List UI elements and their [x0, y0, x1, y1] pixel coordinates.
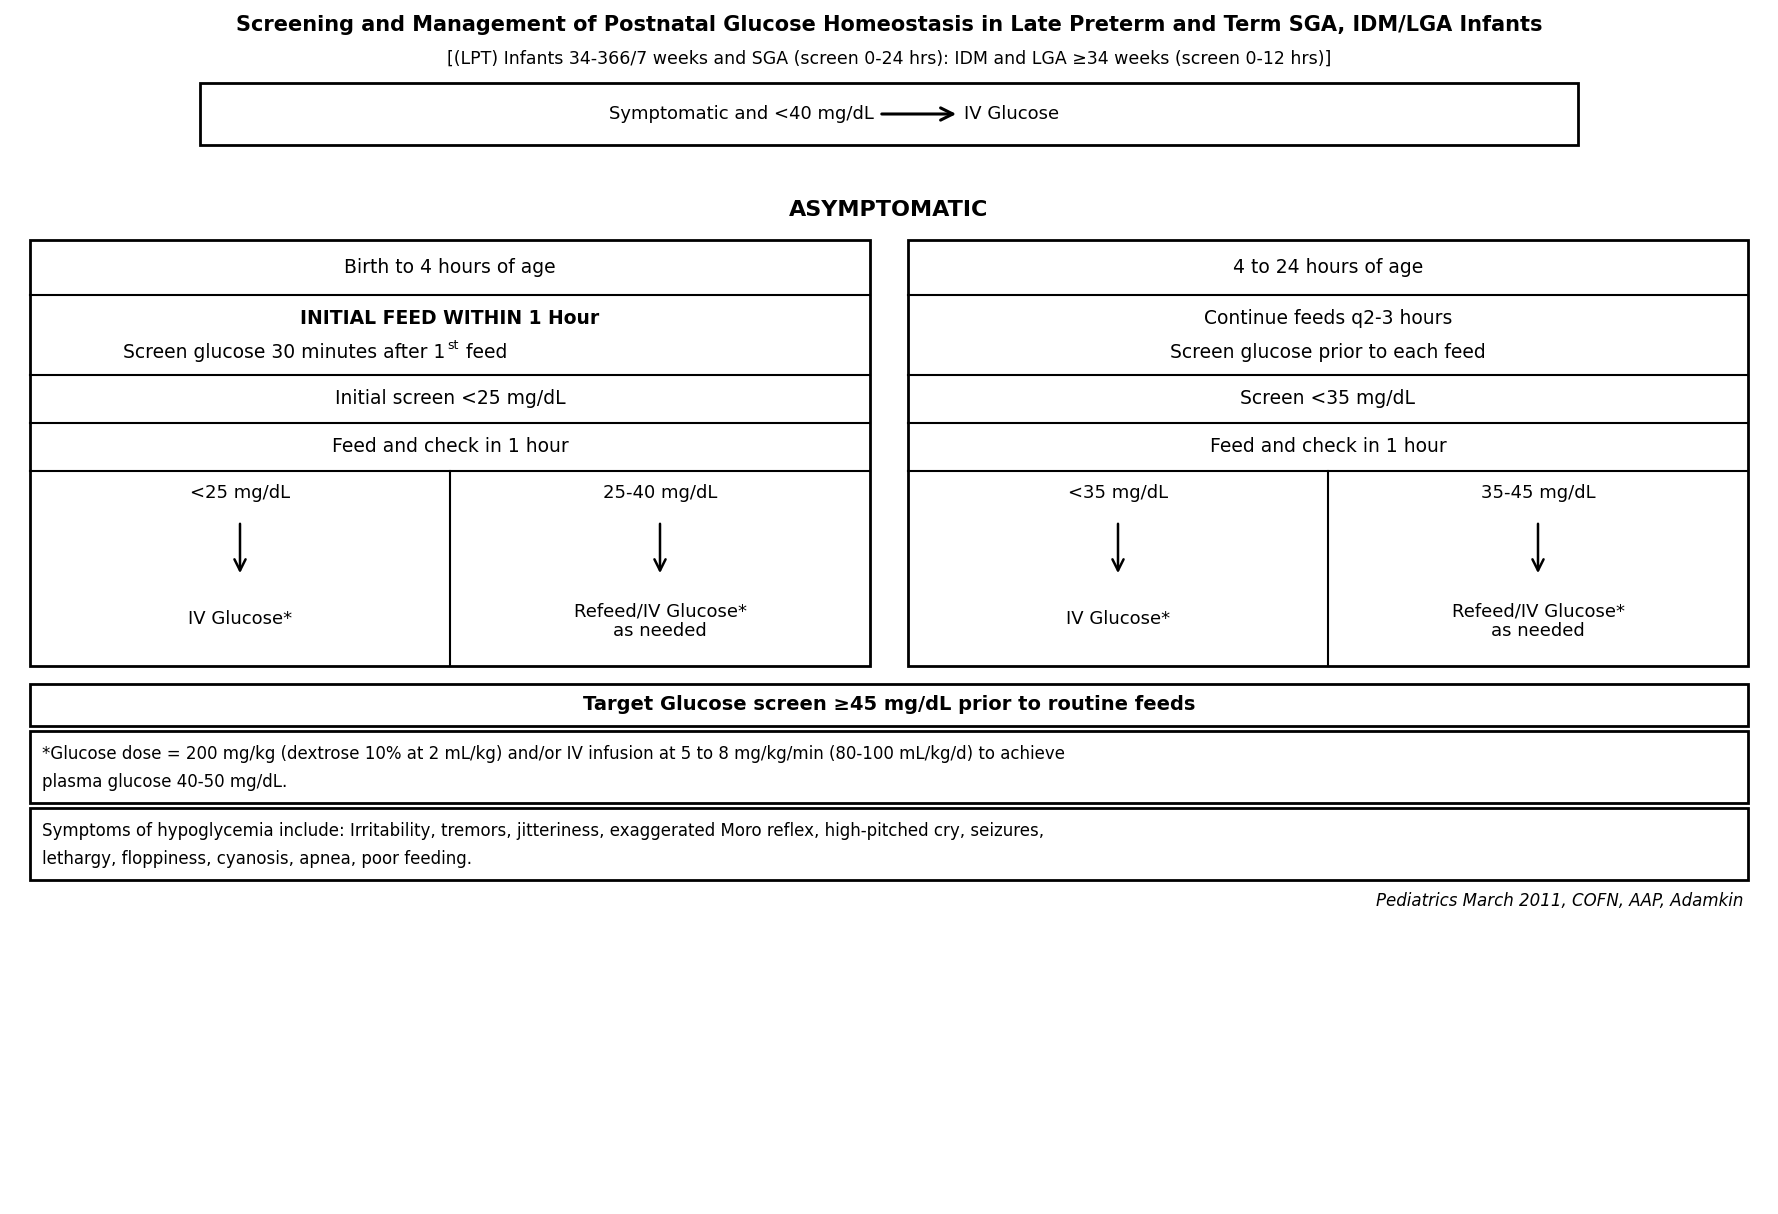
- Text: 25-40 mg/dL: 25-40 mg/dL: [603, 484, 717, 503]
- Bar: [909, 240, 1748, 666]
- Text: Feed and check in 1 hour: Feed and check in 1 hour: [1209, 437, 1446, 456]
- Text: Symptoms of hypoglycemia include: Irritability, tremors, jitteriness, exaggerate: Symptoms of hypoglycemia include: Irrita…: [43, 822, 1044, 840]
- Text: as needed: as needed: [1492, 622, 1584, 640]
- Text: INITIAL FEED WITHIN 1 Hour: INITIAL FEED WITHIN 1 Hour: [300, 310, 599, 329]
- Text: ASYMPTOMATIC: ASYMPTOMATIC: [789, 200, 989, 220]
- Text: Target Glucose screen ≥45 mg/dL prior to routine feeds: Target Glucose screen ≥45 mg/dL prior to…: [583, 696, 1195, 715]
- Text: Refeed/IV Glucose*: Refeed/IV Glucose*: [1451, 602, 1625, 620]
- Text: Screen <35 mg/dL: Screen <35 mg/dL: [1241, 390, 1415, 408]
- Bar: [30, 683, 1748, 726]
- Text: *Glucose dose = 200 mg/kg (dextrose 10% at 2 mL/kg) and/or IV infusion at 5 to 8: *Glucose dose = 200 mg/kg (dextrose 10% …: [43, 745, 1065, 764]
- Text: 4 to 24 hours of age: 4 to 24 hours of age: [1232, 259, 1422, 277]
- Text: Screening and Management of Postnatal Glucose Homeostasis in Late Preterm and Te: Screening and Management of Postnatal Gl…: [236, 15, 1542, 35]
- Bar: [199, 83, 1579, 144]
- Text: Pediatrics March 2011, COFN, AAP, Adamkin: Pediatrics March 2011, COFN, AAP, Adamki…: [1376, 892, 1742, 910]
- Text: Continue feeds q2-3 hours: Continue feeds q2-3 hours: [1204, 310, 1453, 329]
- Text: Initial screen <25 mg/dL: Initial screen <25 mg/dL: [334, 390, 565, 408]
- Text: Symptomatic and <40 mg/dL: Symptomatic and <40 mg/dL: [610, 104, 875, 123]
- Text: Birth to 4 hours of age: Birth to 4 hours of age: [345, 259, 557, 277]
- Text: Refeed/IV Glucose*: Refeed/IV Glucose*: [574, 602, 747, 620]
- Text: feed: feed: [461, 344, 507, 362]
- Bar: [30, 731, 1748, 802]
- Text: IV Glucose*: IV Glucose*: [1067, 609, 1170, 628]
- Text: Screen glucose prior to each feed: Screen glucose prior to each feed: [1170, 344, 1486, 362]
- Text: IV Glucose: IV Glucose: [964, 104, 1060, 123]
- Text: Feed and check in 1 hour: Feed and check in 1 hour: [332, 437, 569, 456]
- Bar: [30, 240, 869, 666]
- Text: <25 mg/dL: <25 mg/dL: [190, 484, 290, 503]
- Text: Screen glucose 30 minutes after 1: Screen glucose 30 minutes after 1: [123, 344, 444, 362]
- Text: plasma glucose 40-50 mg/dL.: plasma glucose 40-50 mg/dL.: [43, 773, 288, 792]
- Text: lethargy, floppiness, cyanosis, apnea, poor feeding.: lethargy, floppiness, cyanosis, apnea, p…: [43, 850, 471, 868]
- Text: as needed: as needed: [613, 622, 708, 640]
- Text: <35 mg/dL: <35 mg/dL: [1069, 484, 1168, 503]
- Text: [(LPT) Infants 34-366/7 weeks and SGA (screen 0-24 hrs): IDM and LGA ≥34 weeks (: [(LPT) Infants 34-366/7 weeks and SGA (s…: [446, 50, 1332, 68]
- Bar: [30, 809, 1748, 880]
- Text: IV Glucose*: IV Glucose*: [188, 609, 292, 628]
- Text: st: st: [446, 339, 459, 352]
- Text: 35-45 mg/dL: 35-45 mg/dL: [1481, 484, 1595, 503]
